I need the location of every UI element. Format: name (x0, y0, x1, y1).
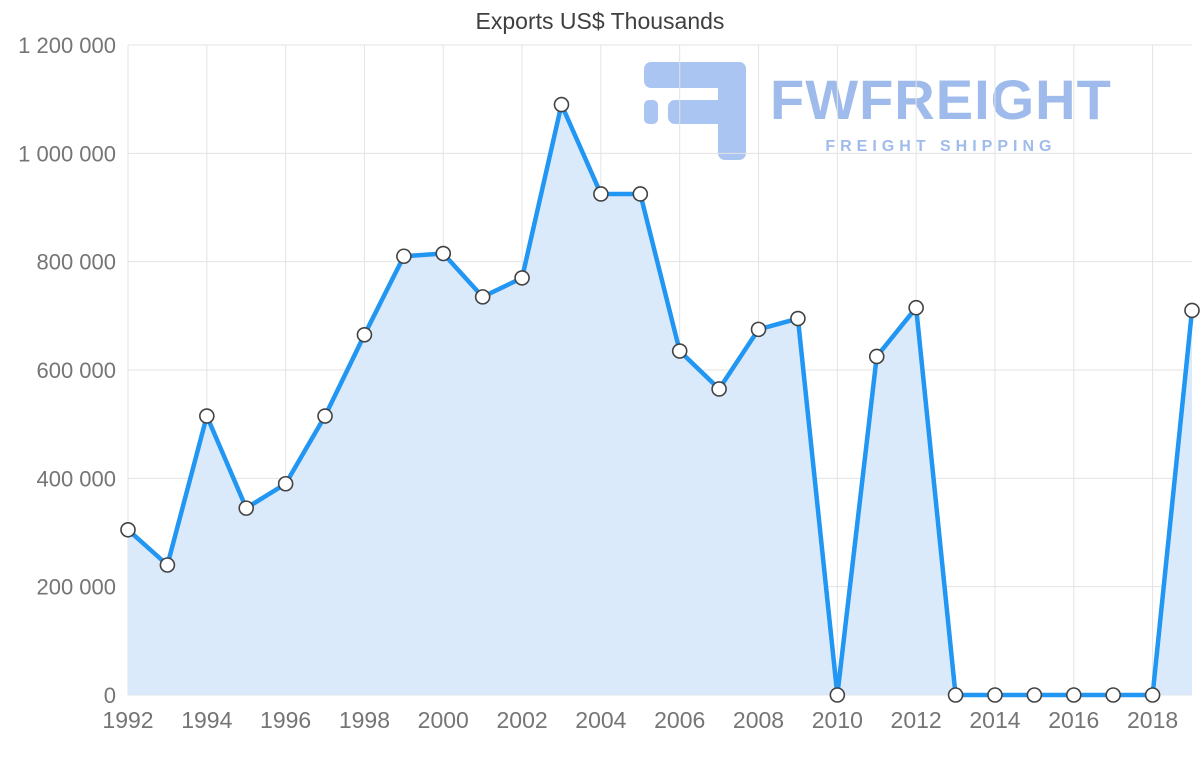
data-point-1998[interactable] (356, 326, 373, 343)
data-point-2000[interactable] (435, 245, 452, 262)
data-point-2003[interactable] (553, 96, 570, 113)
x-axis-tick-label: 1996 (260, 707, 311, 733)
watermark-brand-text: FWFREIGHT (770, 68, 1112, 131)
area-fill (128, 104, 1192, 696)
x-axis-tick-label: 2000 (418, 707, 469, 733)
data-point-2001[interactable] (474, 289, 491, 305)
data-point-1997[interactable] (317, 408, 333, 424)
x-axis-tick-label: 2006 (654, 707, 705, 733)
data-point-1994[interactable] (199, 408, 215, 424)
y-axis-tick-label: 200 000 (36, 575, 116, 600)
x-axis-tick-label: 2004 (575, 707, 626, 733)
x-axis-tick-label: 2008 (733, 707, 784, 733)
data-point-2011[interactable] (868, 348, 885, 365)
fwfreight-logo-icon (644, 62, 746, 160)
x-axis-tick-label: 2012 (891, 707, 942, 733)
x-axis-tick-label: 2016 (1048, 707, 1099, 733)
data-point-2010[interactable] (829, 687, 846, 703)
x-axis-tick-label: 2014 (969, 707, 1020, 733)
x-axis-tick-label: 1994 (181, 707, 232, 733)
y-axis-tick-label: 800 000 (36, 250, 116, 275)
x-axis-tick-label: 2010 (812, 707, 863, 733)
data-point-2002[interactable] (514, 270, 530, 286)
exports-line (125, 102, 1195, 698)
y-axis-tick-label: 600 000 (36, 358, 116, 383)
data-point-2012[interactable] (908, 299, 924, 316)
data-point-1999[interactable] (396, 248, 412, 265)
y-axis-tick-label: 400 000 (36, 466, 116, 491)
data-point-2004[interactable] (593, 186, 609, 202)
data-point-2008[interactable] (750, 321, 767, 338)
data-point-2014[interactable] (987, 687, 1003, 703)
data-point-2019[interactable] (1184, 302, 1200, 319)
data-point-1993[interactable] (159, 557, 176, 573)
data-point-1992[interactable] (120, 521, 136, 538)
data-point-2007[interactable] (711, 381, 727, 397)
x-axis-tick-label: 1992 (102, 707, 153, 733)
data-point-2017[interactable] (1105, 687, 1121, 703)
x-axis-tick-label: 1998 (339, 707, 390, 733)
data-point-2018[interactable] (1144, 687, 1161, 703)
data-point-2006[interactable] (671, 343, 688, 359)
y-axis-tick-label: 1 000 000 (18, 141, 116, 166)
x-axis-tick-label: 2018 (1127, 707, 1178, 733)
chart-title: Exports US$ Thousands (475, 8, 725, 34)
data-point-2016[interactable] (1065, 687, 1082, 703)
y-axis-tick-label: 0 (104, 683, 116, 708)
y-axis-tick-label: 1 200 000 (18, 33, 116, 58)
data-point-1996[interactable] (277, 475, 294, 492)
data-point-2015[interactable] (1026, 687, 1043, 703)
data-point-2005[interactable] (632, 186, 649, 202)
data-point-2009[interactable] (790, 310, 806, 327)
data-point-1995[interactable] (238, 500, 255, 516)
x-axis-tick-label: 2002 (496, 707, 547, 733)
data-point-2013[interactable] (947, 687, 964, 703)
